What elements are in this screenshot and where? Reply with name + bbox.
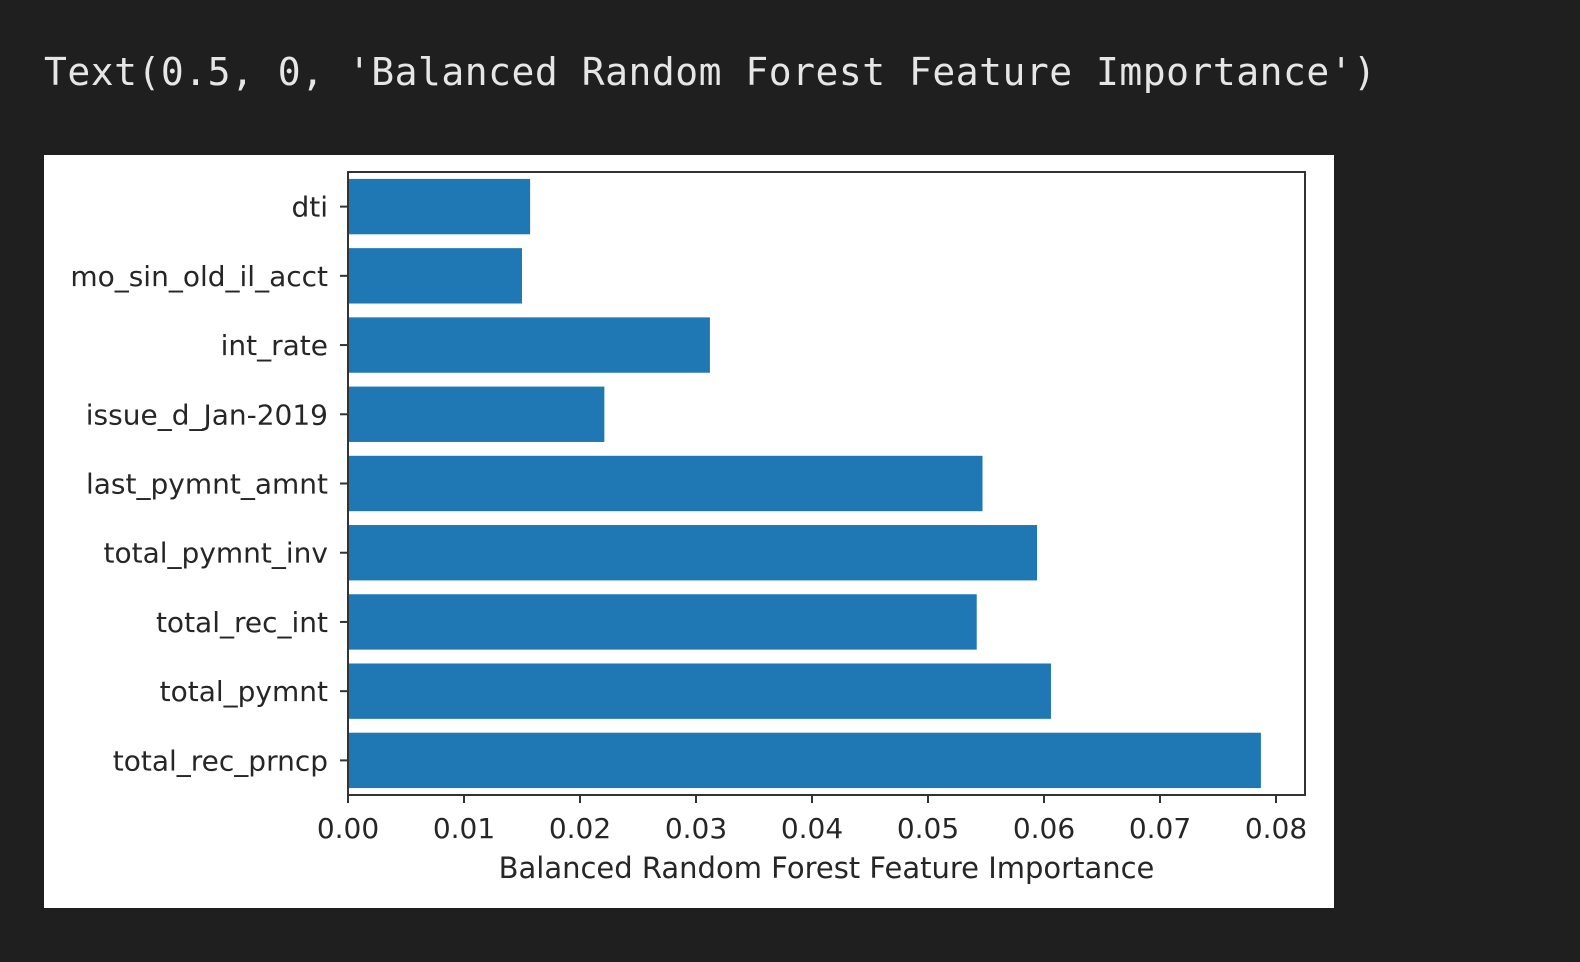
bar-int_rate (348, 317, 710, 373)
bar-total_rec_int (348, 594, 977, 650)
x-tick-label: 0.03 (665, 812, 727, 845)
x-axis-label: Balanced Random Forest Feature Importanc… (499, 851, 1155, 885)
y-tick-label: total_pymnt (160, 675, 328, 708)
y-axis: dti mo_sin_old_il_acct int_rate issue_d_Jan… (70, 191, 348, 777)
bar-total_rec_prncp (348, 732, 1261, 789)
bar-total_pymnt_inv (348, 525, 1038, 581)
bars-group (348, 178, 1261, 789)
x-tick-label: 0.08 (1245, 812, 1307, 845)
figure: dti mo_sin_old_il_acct int_rate issue_d_Jan… (44, 155, 1334, 908)
bar-dti (348, 178, 531, 235)
x-tick-label: 0.01 (433, 812, 495, 845)
bar-last_pymnt_amnt (348, 455, 983, 512)
bar-total_pymnt (348, 663, 1051, 719)
bar-chart: dti mo_sin_old_il_acct int_rate issue_d_Jan… (70, 171, 1307, 885)
x-tick-label: 0.07 (1129, 812, 1191, 845)
y-tick-label: last_pymnt_amnt (86, 468, 328, 501)
y-tick-label: total_rec_prncp (113, 744, 328, 777)
y-tick-label: mo_sin_old_il_acct (70, 260, 328, 293)
x-tick-label: 0.02 (549, 812, 611, 845)
bar-issue_d_Jan-2019 (348, 386, 605, 442)
x-tick-label: 0.05 (897, 812, 959, 845)
bar-mo_sin_old_il_acct (348, 248, 522, 304)
x-tick-label: 0.06 (1013, 812, 1075, 845)
x-tick-label: 0.04 (781, 812, 843, 845)
y-tick-label: issue_d_Jan-2019 (86, 398, 328, 431)
y-tick-label: total_pymnt_inv (104, 537, 328, 570)
cell-output-text: Text(0.5, 0, 'Balanced Random Forest Fea… (44, 50, 1377, 94)
y-tick-label: dti (291, 191, 328, 224)
x-axis: 0.00 0.01 0.02 0.03 0.04 0.05 0.06 0.07 0.08 (317, 795, 1307, 845)
y-tick-label: int_rate (221, 329, 328, 362)
x-tick-label: 0.00 (317, 812, 379, 845)
y-tick-label: total_rec_int (156, 606, 328, 639)
